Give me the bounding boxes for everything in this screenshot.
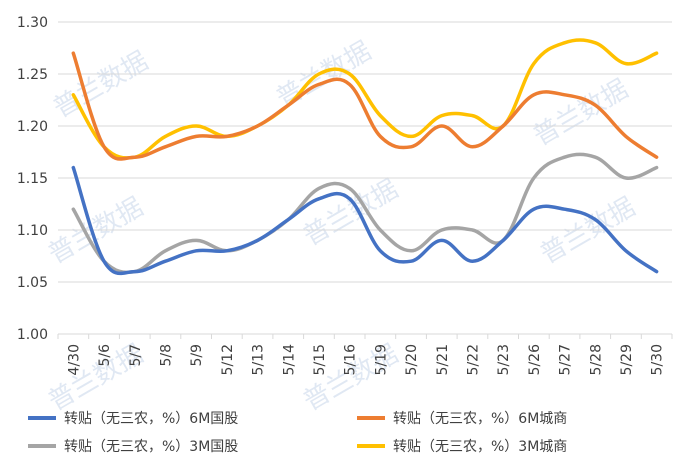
series-line-3	[71, 152, 659, 275]
x-tick-label: 5/30	[650, 344, 666, 375]
y-tick-label: 1.30	[17, 15, 48, 31]
watermark-text: 普兰数据	[528, 74, 633, 152]
series-layer	[71, 38, 659, 276]
watermark-text: 普兰数据	[43, 192, 148, 270]
y-tick-label: 1.25	[17, 67, 48, 83]
x-axis: 4/30 5/6 5/7 5/8 5/9 5/12 5/13 5/14 5/15 5/16 5/19…	[57, 334, 673, 376]
y-tick-label: 1.10	[17, 223, 48, 239]
series-line-2	[71, 51, 659, 161]
legend-label: 转贴（无三农，%）6M国股	[64, 411, 238, 427]
x-tick-label: 5/29	[619, 344, 635, 375]
x-tick-label: 5/27	[558, 344, 574, 375]
x-tick-label: 5/7	[128, 344, 144, 367]
x-tick-label: 5/23	[496, 344, 512, 375]
x-tick-label: 5/14	[281, 344, 297, 376]
x-tick-label: 5/21	[435, 344, 451, 375]
watermark-text: 普兰数据	[535, 192, 640, 270]
x-tick-label: 5/15	[312, 344, 328, 375]
x-tick-label: 5/8	[158, 344, 174, 367]
x-tick-label: 5/26	[527, 344, 543, 376]
x-tick-label: 5/13	[251, 344, 267, 375]
x-tick-label: 5/28	[588, 344, 604, 375]
x-tick-label: 5/16	[343, 344, 359, 376]
series-line-1	[71, 165, 659, 276]
y-tick-label: 1.05	[17, 275, 48, 291]
legend-label: 转贴（无三农，%）3M国股	[64, 439, 238, 455]
watermark-text: 普兰数据	[298, 174, 403, 252]
legend-label: 转贴（无三农，%）3M城商	[393, 439, 567, 455]
x-tick-label: 5/20	[404, 344, 420, 375]
x-tick-label: 5/12	[220, 344, 236, 375]
y-tick-label: 1.20	[17, 119, 48, 135]
x-tick-label: 4/30	[66, 344, 82, 375]
x-tick-label: 5/9	[189, 344, 205, 367]
x-tick-label: 5/19	[373, 344, 389, 375]
x-tick-label: 5/22	[465, 344, 481, 375]
y-tick-label: 1.00	[17, 327, 48, 343]
legend-label: 转贴（无三农，%）6M城商	[393, 411, 567, 427]
watermark-text: 普兰数据	[48, 46, 153, 124]
y-tick-label: 1.15	[17, 171, 48, 187]
y-axis: 1.00 1.05 1.10 1.15 1.20 1.25 1.30	[17, 15, 48, 343]
x-tick-label: 5/6	[97, 344, 113, 367]
series-line-4	[71, 38, 659, 160]
